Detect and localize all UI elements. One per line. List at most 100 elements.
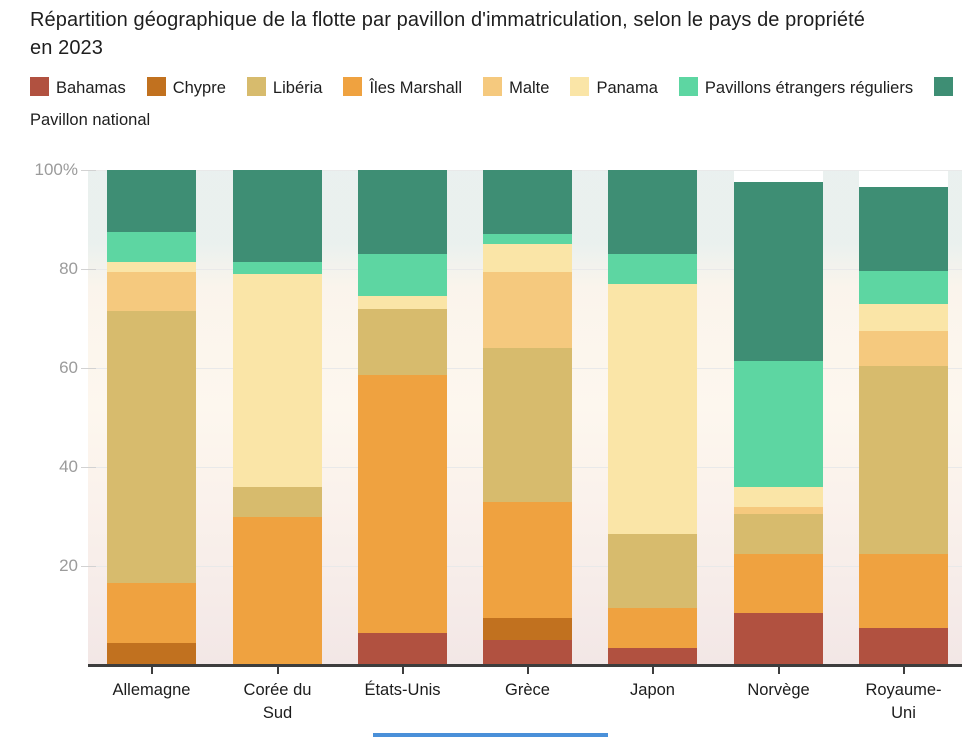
background-tint	[948, 170, 962, 665]
bar-segment[interactable]	[483, 348, 572, 502]
bar-segment[interactable]	[734, 182, 823, 361]
bar-column-royaume-uni	[859, 187, 948, 665]
legend-item[interactable]: Panama	[570, 77, 658, 97]
bar-segment[interactable]	[859, 271, 948, 304]
bar-segment[interactable]	[734, 553, 823, 614]
bar-segment[interactable]	[734, 514, 823, 554]
legend-swatch-icon	[934, 77, 954, 96]
bar-segment[interactable]	[483, 271, 572, 349]
y-tick-mark	[81, 269, 96, 270]
bar-segment[interactable]	[608, 533, 697, 609]
legend-item[interactable]: Pavillon national	[30, 77, 960, 130]
bar-column-gr-ce	[483, 170, 572, 665]
bar-segment[interactable]	[358, 170, 447, 255]
background-tint	[447, 170, 483, 665]
bar-segment[interactable]	[483, 170, 572, 235]
legend-swatch-icon	[678, 77, 698, 96]
y-axis-tick-label: 60	[59, 358, 78, 377]
legend-item[interactable]: Îles Marshall	[343, 77, 463, 97]
bottom-blue-strip	[373, 733, 608, 737]
bar-segment[interactable]	[233, 273, 322, 487]
bar-segment[interactable]	[608, 283, 697, 534]
bar-segment[interactable]	[859, 627, 948, 665]
bar-segment[interactable]	[483, 501, 572, 618]
legend-item[interactable]: Malte	[483, 77, 550, 97]
bar-segment[interactable]	[859, 365, 948, 554]
bar-segment[interactable]	[233, 170, 322, 262]
x-tick-mark	[150, 667, 153, 674]
bar-segment[interactable]	[358, 632, 447, 665]
x-tick-mark	[651, 667, 654, 674]
bar-segment[interactable]	[734, 613, 823, 665]
bar-segment[interactable]	[859, 330, 948, 366]
legend-label: Îles Marshall	[369, 79, 463, 97]
bar-column-norv-ge	[734, 182, 823, 665]
bar-segment[interactable]	[107, 642, 196, 665]
x-tick-mark	[777, 667, 780, 674]
legend-swatch-icon	[146, 77, 166, 96]
x-tick-mark	[902, 667, 905, 674]
y-tick-mark	[81, 170, 96, 171]
bar-segment[interactable]	[107, 170, 196, 232]
legend-label: Malte	[509, 79, 550, 97]
x-tick-mark	[526, 667, 529, 674]
bar-segment[interactable]	[233, 486, 322, 517]
legend-label: Libéria	[272, 79, 323, 97]
bar-segment[interactable]	[734, 360, 823, 487]
y-axis-tick-label: 20	[59, 556, 78, 575]
bar-segment[interactable]	[734, 486, 823, 507]
bar-segment[interactable]	[608, 170, 697, 255]
legend-item[interactable]: Libéria	[246, 77, 323, 97]
bar-segment[interactable]	[483, 244, 572, 272]
legend-item[interactable]: Bahamas	[30, 77, 126, 97]
legend-swatch-icon	[30, 77, 49, 96]
background-tint	[88, 170, 107, 665]
bar-segment[interactable]	[358, 296, 447, 309]
x-tick-mark	[276, 667, 279, 674]
background-tint	[697, 170, 734, 665]
bar-segment[interactable]	[859, 553, 948, 628]
bar-column--tats-unis	[358, 170, 447, 665]
bar-segment[interactable]	[358, 308, 447, 376]
bar-segment[interactable]	[608, 608, 697, 648]
y-axis-tick-label: 80	[59, 259, 78, 278]
bar-segment[interactable]	[107, 261, 196, 272]
bar-segment[interactable]	[107, 583, 196, 643]
x-axis-category-label: Corée du Sud	[243, 681, 312, 723]
bar-segment[interactable]	[608, 647, 697, 665]
bar-segment[interactable]	[608, 254, 697, 284]
bar-segment[interactable]	[358, 254, 447, 297]
bar-segment[interactable]	[107, 311, 196, 584]
bar-segment[interactable]	[483, 617, 572, 641]
y-axis-tick-label: 100%	[34, 160, 78, 179]
x-axis-category-label: Allemagne	[112, 681, 191, 699]
y-tick-mark	[81, 368, 96, 369]
x-axis-line	[88, 664, 962, 667]
legend-swatch-icon	[246, 77, 266, 96]
bar-segment[interactable]	[233, 516, 322, 665]
y-tick-mark	[81, 467, 96, 468]
legend-item[interactable]: Pavillons étrangers réguliers	[678, 77, 913, 97]
legend-label: Bahamas	[56, 79, 126, 97]
legend-label: Panama	[596, 79, 658, 97]
chart-title: Répartition géographique de la flotte pa…	[30, 9, 866, 60]
bar-segment[interactable]	[107, 231, 196, 262]
y-axis-tick-label: 40	[59, 457, 78, 476]
x-axis-category-label: Royaume-Uni	[865, 681, 942, 723]
y-tick-mark	[81, 566, 96, 567]
bar-segment[interactable]	[483, 640, 572, 665]
legend-label: Pavillon national	[30, 111, 151, 130]
bar-segment[interactable]	[483, 234, 572, 245]
bar-segment[interactable]	[859, 303, 948, 331]
bar-column-cor-e-du-sud	[233, 170, 322, 665]
bar-segment[interactable]	[107, 271, 196, 312]
legend-item[interactable]: Chypre	[146, 77, 226, 97]
bar-segment[interactable]	[358, 375, 447, 633]
x-axis-category-label: Grèce	[505, 681, 550, 699]
bar-segment[interactable]	[233, 261, 322, 274]
background-tint	[322, 170, 358, 665]
bar-segment[interactable]	[734, 506, 823, 515]
bar-segment[interactable]	[859, 187, 948, 272]
